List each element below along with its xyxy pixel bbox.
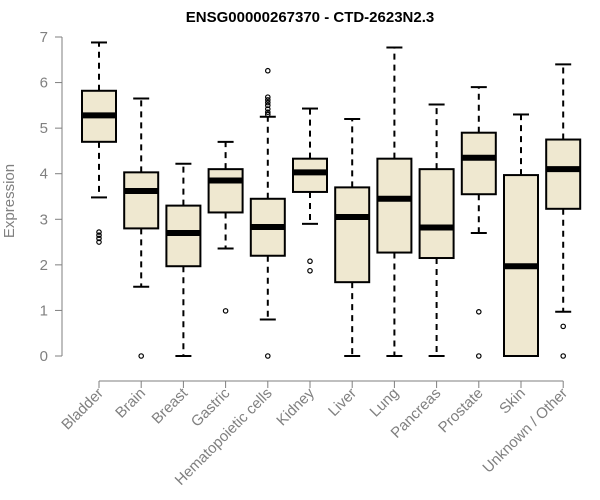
box-skin [503, 113, 539, 357]
outlier-point [475, 353, 482, 359]
y-axis-label: Expression [1, 164, 18, 238]
iqr-box [545, 138, 582, 210]
outlier-point [560, 323, 567, 330]
iqr-box [376, 157, 413, 254]
x-tick-label: Kidney [273, 384, 318, 429]
outlier-point [264, 111, 271, 118]
iqr-box [207, 168, 244, 214]
outlier-point [264, 102, 271, 109]
outlier-point [560, 353, 567, 359]
outlier-point [475, 308, 482, 315]
outlier-point [96, 235, 102, 242]
box-liver [334, 118, 371, 357]
y-tick-label: 1 [40, 302, 48, 319]
x-tick-label: Prostate [435, 385, 487, 437]
chart-title: ENSG00000267370 - CTD-2623N2.3 [186, 9, 434, 26]
box-brain [123, 97, 160, 359]
y-tick-label: 7 [40, 29, 48, 46]
y-tick-label: 3 [40, 211, 48, 228]
x-tick-label: Skin [496, 385, 529, 418]
x-tick-label: Brain [112, 385, 149, 422]
y-tick-label: 4 [40, 166, 48, 183]
outlier-point [264, 106, 271, 112]
box-bladder [81, 41, 117, 245]
x-tick-label: Bladder [58, 385, 107, 434]
box-breast [165, 162, 202, 357]
iqr-box [418, 168, 455, 260]
y-axis: 0 1 2 3 4 5 6 7 [40, 29, 63, 365]
outlier-point [307, 267, 313, 274]
box-pancreas [418, 103, 455, 357]
outlier-point [307, 258, 313, 265]
outlier-point [138, 353, 145, 359]
y-tick-label: 2 [40, 257, 48, 274]
iqr-box [123, 171, 160, 230]
outlier-point [264, 67, 271, 74]
y-tick-label: 6 [40, 75, 48, 92]
outlier-point [264, 94, 271, 100]
outlier-point [264, 353, 271, 359]
box-kidney [292, 107, 328, 274]
y-tick-label: 0 [40, 348, 48, 365]
boxes-group [81, 41, 582, 359]
box-gastric [207, 140, 244, 314]
outlier-point [264, 109, 271, 115]
iqr-box [460, 131, 497, 196]
x-tick-label: Liver [325, 385, 360, 420]
box-lung [376, 46, 413, 357]
box-hematopoietic-cells [249, 67, 286, 359]
x-tick-label: Lung [367, 385, 403, 421]
outlier-point [96, 229, 102, 235]
box-prostate [460, 86, 497, 359]
y-tick-label: 5 [40, 120, 48, 137]
outlier-point [96, 239, 102, 245]
iqr-box [334, 186, 371, 284]
outlier-point [264, 99, 271, 106]
x-tick-label: Breast [149, 384, 192, 427]
box-unknown-other [545, 63, 582, 359]
outlier-point [264, 97, 271, 103]
outlier-point [96, 232, 102, 239]
outlier-point [222, 308, 229, 314]
